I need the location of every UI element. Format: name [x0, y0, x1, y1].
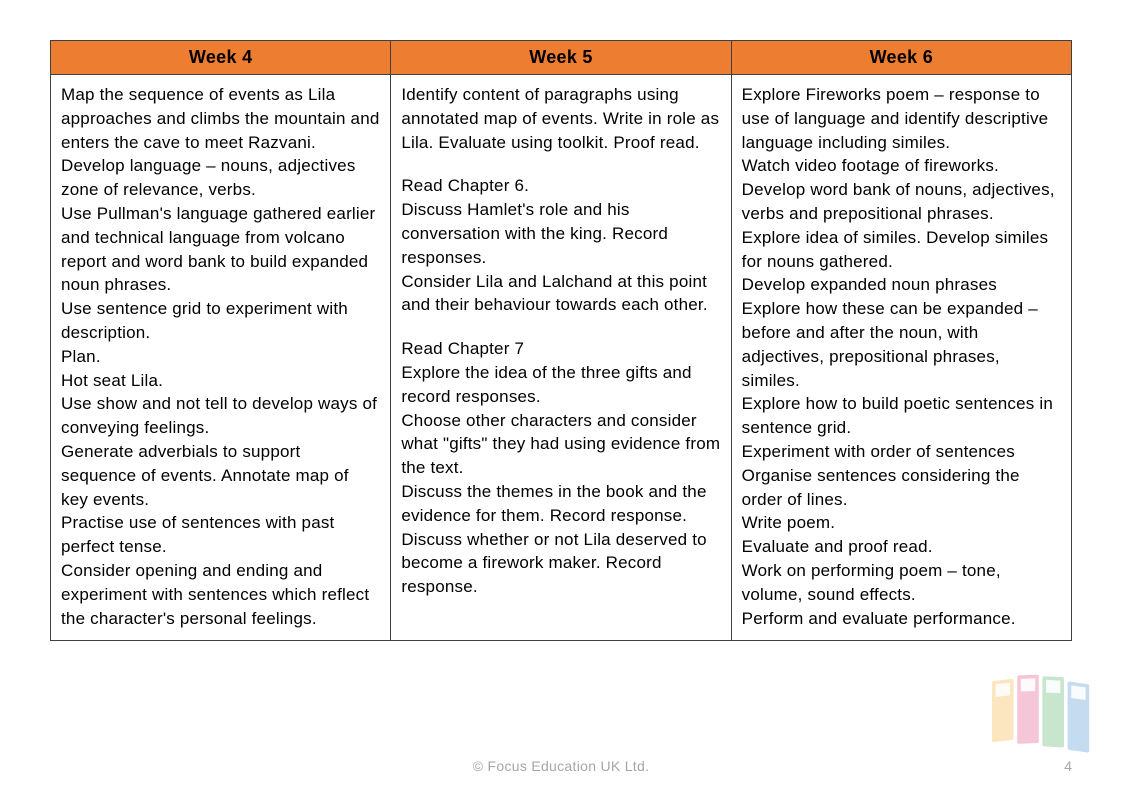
week6-line: Explore how to build poetic sentences in…: [742, 392, 1061, 440]
column-header-week6: Week 6: [731, 41, 1071, 75]
week4-line: Hot seat Lila.: [61, 369, 380, 393]
page-number: 4: [1064, 758, 1072, 774]
week4-line: Map the sequence of events as Lila appro…: [61, 83, 380, 154]
week5-line: Explore the idea of the three gifts and …: [401, 361, 720, 409]
week5-line: Choose other characters and consider wha…: [401, 409, 720, 480]
week5-line: Identify content of paragraphs using ann…: [401, 83, 720, 154]
books-logo-icon: [982, 664, 1092, 754]
week6-line: Develop expanded noun phrases: [742, 273, 1061, 297]
week5-line: Read Chapter 7: [401, 337, 720, 361]
week4-line: Practise use of sentences with past perf…: [61, 511, 380, 559]
week4-cell: Map the sequence of events as Lila appro…: [51, 75, 391, 641]
week6-line: Write poem.: [742, 511, 1061, 535]
week6-line: Explore idea of similes. Develop similes…: [742, 226, 1061, 274]
week5-line: Read Chapter 6.: [401, 174, 720, 198]
week5-line: Consider Lila and Lalchand at this point…: [401, 270, 720, 318]
week4-line: Use show and not tell to develop ways of…: [61, 392, 380, 440]
column-header-week5: Week 5: [391, 41, 731, 75]
week4-line: Generate adverbials to support sequence …: [61, 440, 380, 511]
week4-line: Consider opening and ending and experime…: [61, 559, 380, 630]
column-header-week4: Week 4: [51, 41, 391, 75]
week6-line: Evaluate and proof read.: [742, 535, 1061, 559]
week6-line: Watch video footage of fireworks. Develo…: [742, 154, 1061, 225]
week6-line: Explore Fireworks poem – response to use…: [742, 83, 1061, 154]
week4-line: Plan.: [61, 345, 380, 369]
week6-line: Perform and evaluate performance.: [742, 607, 1061, 631]
week5-line: Discuss Hamlet's role and his conversati…: [401, 198, 720, 269]
week6-line: Organise sentences considering the order…: [742, 464, 1061, 512]
week5-cell: Identify content of paragraphs using ann…: [391, 75, 731, 641]
week6-line: Work on performing poem – tone, volume, …: [742, 559, 1061, 607]
week6-line: Experiment with order of sentences: [742, 440, 1061, 464]
week6-cell: Explore Fireworks poem – response to use…: [731, 75, 1071, 641]
week4-line: Develop language – nouns, adjectives zon…: [61, 154, 380, 202]
table-content-row: Map the sequence of events as Lila appro…: [51, 75, 1072, 641]
table-header-row: Week 4 Week 5 Week 6: [51, 41, 1072, 75]
week5-line: Discuss the themes in the book and the e…: [401, 480, 720, 528]
weekly-plan-table: Week 4 Week 5 Week 6 Map the sequence of…: [50, 40, 1072, 641]
week4-line: Use Pullman's language gathered earlier …: [61, 202, 380, 297]
week6-line: Explore how these can be expanded – befo…: [742, 297, 1061, 392]
week5-line: Discuss whether or not Lila deserved to …: [401, 528, 720, 599]
week4-line: Use sentence grid to experiment with des…: [61, 297, 380, 345]
footer-copyright: © Focus Education UK Ltd.: [0, 758, 1122, 774]
